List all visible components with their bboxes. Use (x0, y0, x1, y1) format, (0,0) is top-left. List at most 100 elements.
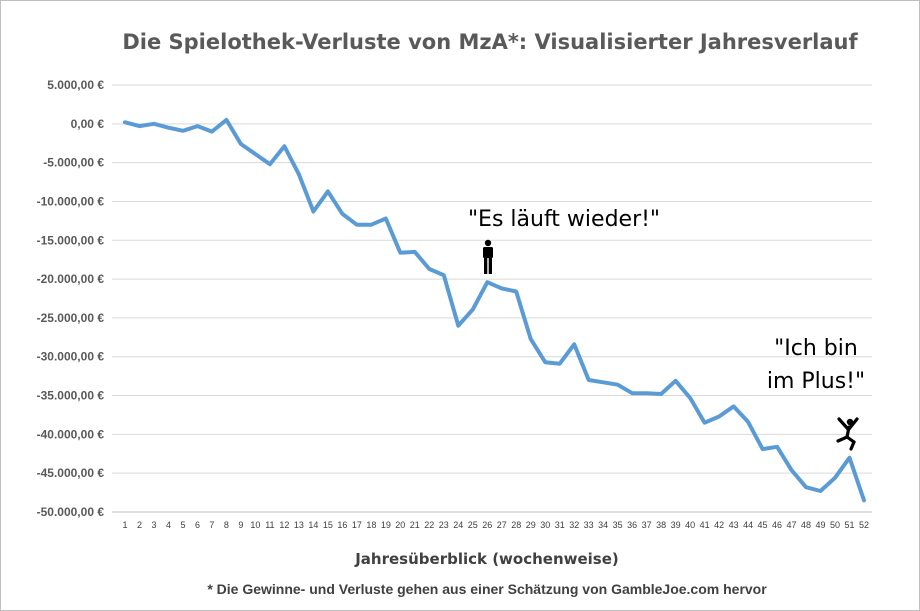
data-point (355, 223, 359, 227)
x-tick-label: 46 (772, 520, 782, 530)
footnote: * Die Gewinne- und Verluste gehen aus ei… (207, 581, 767, 597)
x-tick-label: 41 (700, 520, 710, 530)
y-tick-label: 0,00 € (71, 117, 105, 131)
data-point (775, 445, 779, 449)
annotation-text: "Ich bin (774, 336, 858, 361)
data-point (224, 118, 228, 122)
x-tick-label: 18 (366, 520, 376, 530)
data-point (181, 129, 185, 133)
x-tick-label: 20 (395, 520, 405, 530)
x-tick-label: 31 (555, 520, 565, 530)
y-tick-label: -5.000,00 € (43, 156, 104, 170)
x-tick-label: 12 (279, 520, 289, 530)
x-tick-label: 38 (656, 520, 666, 530)
x-tick-label: 19 (381, 520, 391, 530)
y-tick-label: -15.000,00 € (37, 233, 105, 247)
x-tick-label: 1 (122, 520, 127, 530)
data-point (311, 210, 315, 214)
x-axis-ticks: 1 2 3 4 5 6 7 8 9 10 11 12 13 14 15 16 17 18 19 20 21 22 23 24 2… (122, 520, 869, 530)
data-point (674, 379, 678, 383)
data-point (717, 415, 721, 419)
chart-title: Die Spielothek-Verluste von MzA*: Visual… (122, 30, 858, 54)
x-axis-label: Jahresüberblick (wochenweise) (354, 550, 619, 568)
y-tick-label: 5.000,00 € (47, 78, 104, 92)
y-tick-label: -50.000,00 € (37, 505, 105, 519)
standing-person-icon (483, 239, 493, 274)
data-point (152, 122, 156, 126)
y-tick-label: -40.000,00 € (37, 427, 105, 441)
y-tick-label: -45.000,00 € (37, 466, 105, 480)
data-point (630, 391, 634, 395)
x-tick-label: 16 (337, 520, 347, 530)
data-point (253, 152, 257, 156)
data-point (572, 342, 576, 346)
x-tick-label: 35 (613, 520, 623, 530)
x-tick-label: 45 (758, 520, 768, 530)
data-point (790, 468, 794, 472)
x-tick-label: 32 (569, 520, 579, 530)
data-point (558, 362, 562, 366)
data-point (268, 162, 272, 166)
annotation-text: im Plus!" (767, 369, 865, 394)
x-tick-label: 21 (410, 520, 420, 530)
x-tick-label: 51 (845, 520, 855, 530)
x-tick-label: 25 (468, 520, 478, 530)
x-tick-label: 14 (308, 520, 318, 530)
x-tick-label: 6 (195, 520, 200, 530)
data-point (137, 124, 141, 128)
y-tick-label: -10.000,00 € (37, 194, 105, 208)
data-point (761, 447, 765, 451)
x-tick-label: 8 (224, 520, 229, 530)
data-point (819, 489, 823, 493)
x-tick-label: 47 (787, 520, 797, 530)
x-tick-label: 52 (859, 520, 869, 530)
y-tick-label: -30.000,00 € (37, 350, 105, 364)
x-tick-label: 36 (627, 520, 637, 530)
data-point (833, 476, 837, 480)
y-tick-label: -35.000,00 € (37, 389, 105, 403)
data-point (398, 251, 402, 255)
x-tick-label: 39 (671, 520, 681, 530)
annotation-text: "Es läuft wieder!" (468, 207, 660, 232)
x-tick-label: 33 (584, 520, 594, 530)
data-point (210, 130, 214, 134)
data-point (848, 456, 852, 460)
data-point (297, 172, 301, 176)
data-point (195, 124, 199, 128)
data-point (282, 144, 286, 148)
data-point (659, 392, 663, 396)
data-point (239, 142, 243, 146)
annotations: "Es läuft wieder!" "Ich bin im Plus!" (468, 207, 865, 451)
data-point (529, 337, 533, 341)
x-tick-label: 15 (323, 520, 333, 530)
x-tick-label: 5 (180, 520, 185, 530)
data-point (804, 485, 808, 489)
x-tick-label: 44 (743, 520, 753, 530)
x-tick-label: 29 (526, 520, 536, 530)
data-point (587, 378, 591, 382)
x-tick-label: 40 (685, 520, 695, 530)
x-tick-label: 26 (482, 520, 492, 530)
data-point (123, 120, 127, 124)
x-tick-label: 30 (540, 520, 550, 530)
x-tick-label: 24 (453, 520, 463, 530)
data-point (688, 396, 692, 400)
data-point (456, 324, 460, 328)
series-line (123, 117, 866, 503)
data-point (703, 421, 707, 425)
data-point (442, 273, 446, 277)
data-point (862, 498, 866, 502)
x-tick-label: 37 (642, 520, 652, 530)
x-tick-label: 48 (801, 520, 811, 530)
data-point (500, 286, 504, 290)
x-tick-label: 2 (137, 520, 142, 530)
data-point (471, 307, 475, 311)
data-point (732, 404, 736, 408)
x-tick-label: 3 (151, 520, 156, 530)
x-tick-label: 22 (424, 520, 434, 530)
x-tick-label: 50 (830, 520, 840, 530)
x-tick-label: 27 (497, 520, 507, 530)
x-tick-label: 43 (729, 520, 739, 530)
